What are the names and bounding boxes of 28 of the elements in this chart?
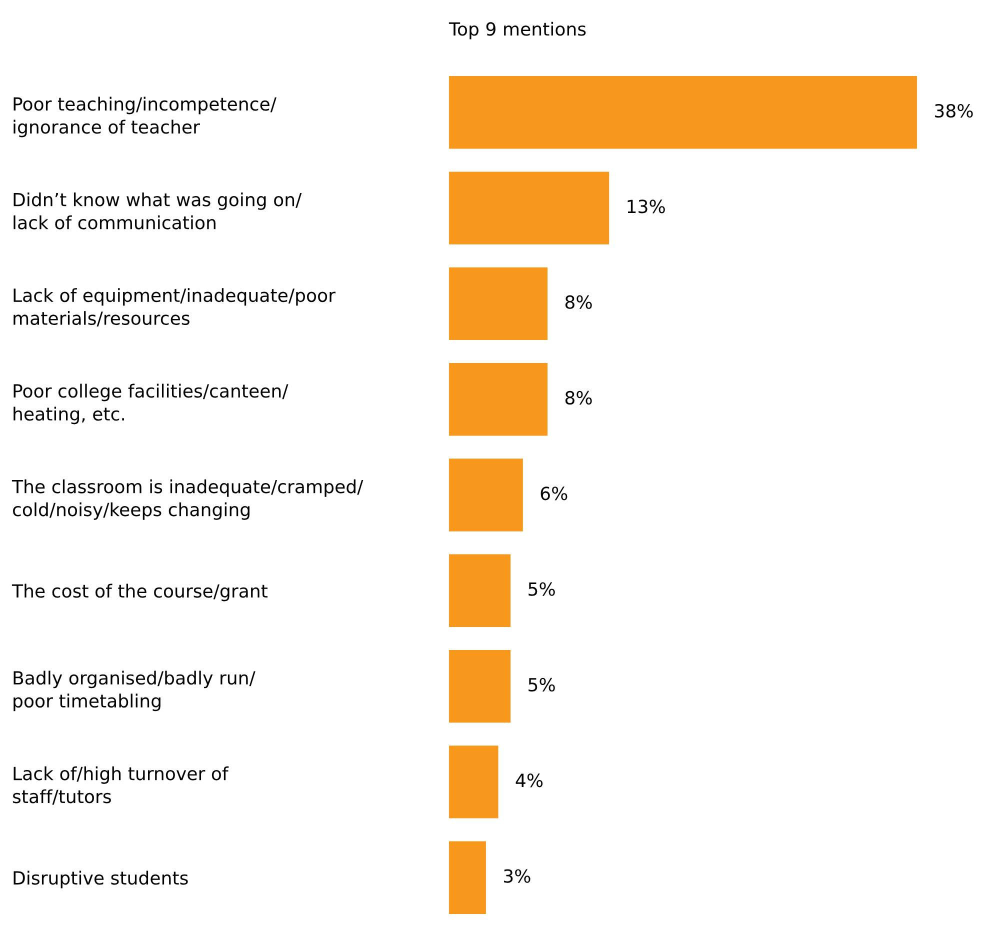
- y-tick-label: Poor teaching/incompetence/ ignorance of teacher: [14, 96, 276, 138]
- bar: [449, 76, 917, 149]
- bar: [449, 650, 511, 723]
- data-label: 6%: [540, 486, 568, 500]
- y-tick-label: The cost of the course/grant: [12, 584, 268, 602]
- bar: [449, 746, 498, 818]
- chart-title: Top 9 mentions: [448, 22, 586, 40]
- bar: [449, 458, 523, 532]
- data-label: 4%: [516, 774, 543, 788]
- bar: [449, 172, 610, 244]
- bar: [449, 841, 486, 914]
- y-tick-label: Didn’t know what was going on/ lack of communication: [14, 192, 302, 230]
- y-tick-label: Disruptive students: [14, 870, 188, 888]
- y-tick-label: Lack of/high turnover of staff/tutors: [12, 766, 229, 805]
- bar: [449, 554, 511, 627]
- y-tick-label: Badly organised/badly run/ poor timetabling: [14, 670, 256, 712]
- bar: [449, 363, 548, 436]
- data-label: 8%: [565, 390, 592, 405]
- bar: [449, 267, 548, 340]
- data-label: 5%: [528, 678, 555, 692]
- y-tick-label: The classroom is inadequate/cramped/ cold/noisy/keeps changing: [12, 479, 364, 520]
- data-label: 5%: [528, 582, 555, 596]
- data-label: 13%: [628, 200, 665, 214]
- data-label: 38%: [935, 104, 973, 118]
- data-label: 8%: [565, 295, 592, 309]
- data-label: 3%: [504, 869, 530, 883]
- y-tick-label: Lack of equipment/inadequate/poor materials/resources: [14, 288, 336, 326]
- y-tick-label: Poor college facilities/canteen/ heating, etc.: [14, 384, 288, 424]
